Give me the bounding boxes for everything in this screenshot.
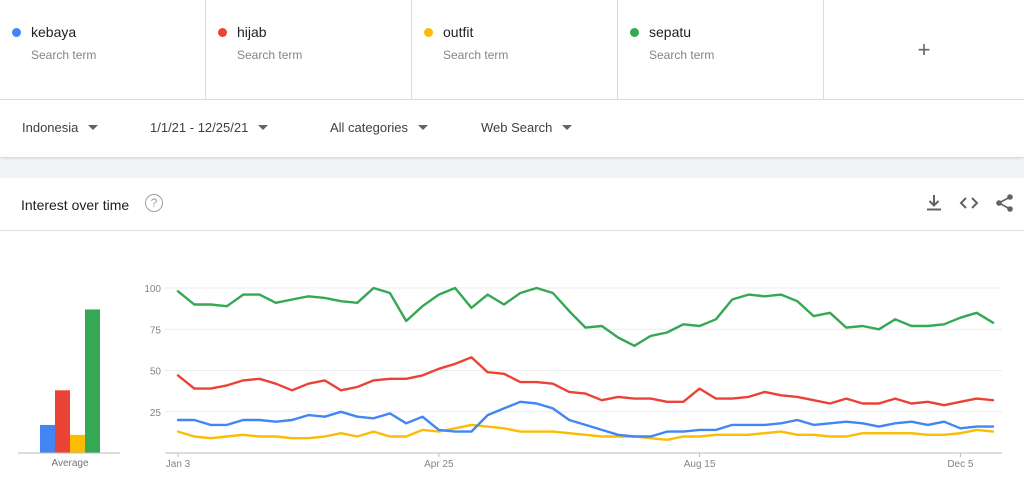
y-tick-label: 75 xyxy=(150,325,162,336)
term-card-sepatu[interactable]: sepatu Search term xyxy=(618,0,824,100)
category-label: All categories xyxy=(330,120,409,135)
average-bars xyxy=(40,309,100,453)
term-row: outfit xyxy=(424,24,617,40)
x-tick-label: Aug 15 xyxy=(684,459,716,470)
term-subtitle: Search term xyxy=(443,48,509,62)
average-bar-hijab[interactable] xyxy=(55,390,70,453)
filter-bar: Indonesia 1/1/21 - 12/25/21 All categori… xyxy=(0,100,1024,158)
term-row: hijab xyxy=(218,24,411,40)
series-line-outfit[interactable] xyxy=(176,423,995,442)
x-tick-label: Jan 3 xyxy=(166,459,191,470)
outfit-color-dot xyxy=(424,27,433,37)
term-subtitle: Search term xyxy=(649,48,715,62)
interest-over-time-chart: Average 100 75 50 25 Jan 3 Apr 25 Aug 15 Dec 5 xyxy=(18,284,1002,470)
series-lines xyxy=(176,286,995,442)
term-row: sepatu xyxy=(630,24,823,40)
average-bar-outfit[interactable] xyxy=(70,434,85,453)
term-name[interactable]: hijab xyxy=(237,24,267,40)
average-bar-kebaya[interactable] xyxy=(40,424,55,453)
date-range-label: 1/1/21 - 12/25/21 xyxy=(150,120,249,135)
add-comparison-button[interactable]: + xyxy=(917,36,931,62)
region-dropdown[interactable]: Indonesia xyxy=(22,120,99,135)
download-icon[interactable] xyxy=(923,192,945,214)
y-tick-label: 50 xyxy=(150,367,162,378)
term-name[interactable]: outfit xyxy=(443,24,474,40)
share-icon[interactable] xyxy=(994,192,1016,214)
x-tick-label: Apr 25 xyxy=(424,459,454,470)
caret-down-icon xyxy=(258,125,269,130)
average-label: Average xyxy=(51,458,89,469)
term-card-outfit[interactable]: outfit Search term xyxy=(412,0,618,100)
term-card-hijab[interactable]: hijab Search term xyxy=(206,0,412,100)
series-line-kebaya[interactable] xyxy=(176,400,995,438)
region-label: Indonesia xyxy=(22,120,79,135)
x-tick-label: Dec 5 xyxy=(947,459,974,470)
card-header: Interest over time ? xyxy=(0,178,1024,231)
kebaya-color-dot xyxy=(12,27,21,37)
y-tick-label: 25 xyxy=(150,408,162,419)
y-tick-label: 100 xyxy=(144,284,161,295)
embed-icon[interactable] xyxy=(958,192,980,214)
section-gap xyxy=(0,160,1024,178)
hijab-color-dot xyxy=(218,27,227,37)
series-line-hijab[interactable] xyxy=(176,356,995,407)
help-icon[interactable]: ? xyxy=(145,194,163,212)
term-name[interactable]: sepatu xyxy=(649,24,692,40)
y-axis-labels: 100 75 50 25 xyxy=(144,284,161,419)
search-type-dropdown[interactable]: Web Search xyxy=(481,120,573,135)
search-type-label: Web Search xyxy=(481,120,553,135)
term-subtitle: Search term xyxy=(31,48,97,62)
term-row: kebaya xyxy=(12,24,205,40)
date-range-dropdown[interactable]: 1/1/21 - 12/25/21 xyxy=(150,120,269,135)
term-name[interactable]: kebaya xyxy=(31,24,77,40)
caret-down-icon xyxy=(562,125,573,130)
search-terms-bar: kebaya Search term hijab Search term out… xyxy=(0,0,1024,100)
sepatu-color-dot xyxy=(630,27,639,37)
caret-down-icon xyxy=(88,125,99,130)
x-axis-labels: Jan 3 Apr 25 Aug 15 Dec 5 xyxy=(166,453,974,470)
category-dropdown[interactable]: All categories xyxy=(330,120,429,135)
caret-down-icon xyxy=(418,125,429,130)
term-card-kebaya[interactable]: kebaya Search term xyxy=(0,0,206,100)
card-title: Interest over time xyxy=(21,197,130,213)
term-subtitle: Search term xyxy=(237,48,303,62)
chart-gridlines xyxy=(165,287,1002,454)
average-bar-sepatu[interactable] xyxy=(85,309,100,453)
series-line-sepatu[interactable] xyxy=(176,286,995,348)
